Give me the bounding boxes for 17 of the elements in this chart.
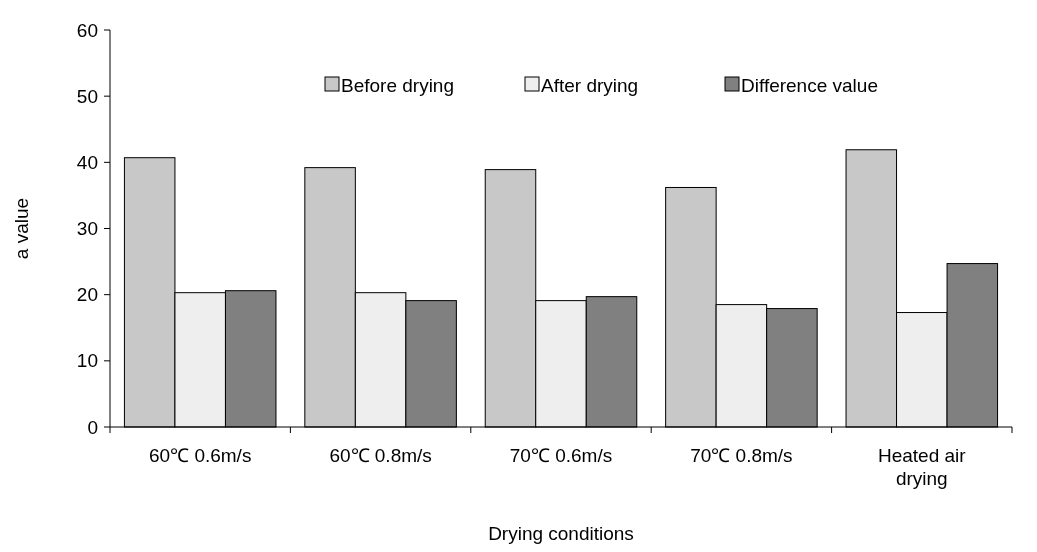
x-tick-label: Heated air drying <box>877 445 967 489</box>
y-tick-label: 50 <box>76 85 98 107</box>
y-tick-label: 60 <box>76 19 98 41</box>
y-tick-label: 0 <box>87 416 98 438</box>
x-axis-title: Drying conditions <box>488 523 634 544</box>
legend-label: Before drying <box>341 74 455 96</box>
legend-label: After drying <box>541 74 639 96</box>
x-tick-label: 70℃ 0.6m/s <box>509 445 613 466</box>
y-axis-title: a value <box>11 197 32 260</box>
x-tick-label: 60℃ 0.8m/s <box>329 445 432 466</box>
y-tick-label: 10 <box>76 350 98 372</box>
x-tick-label: 70℃ 0.8m/s <box>690 445 793 466</box>
y-tick-label: 40 <box>76 151 98 173</box>
x-tick-label: 60℃ 0.6m/s <box>148 445 252 466</box>
legend-label: Difference value <box>741 74 878 96</box>
y-tick-label: 20 <box>76 284 98 306</box>
y-tick-label: 30 <box>76 218 98 240</box>
